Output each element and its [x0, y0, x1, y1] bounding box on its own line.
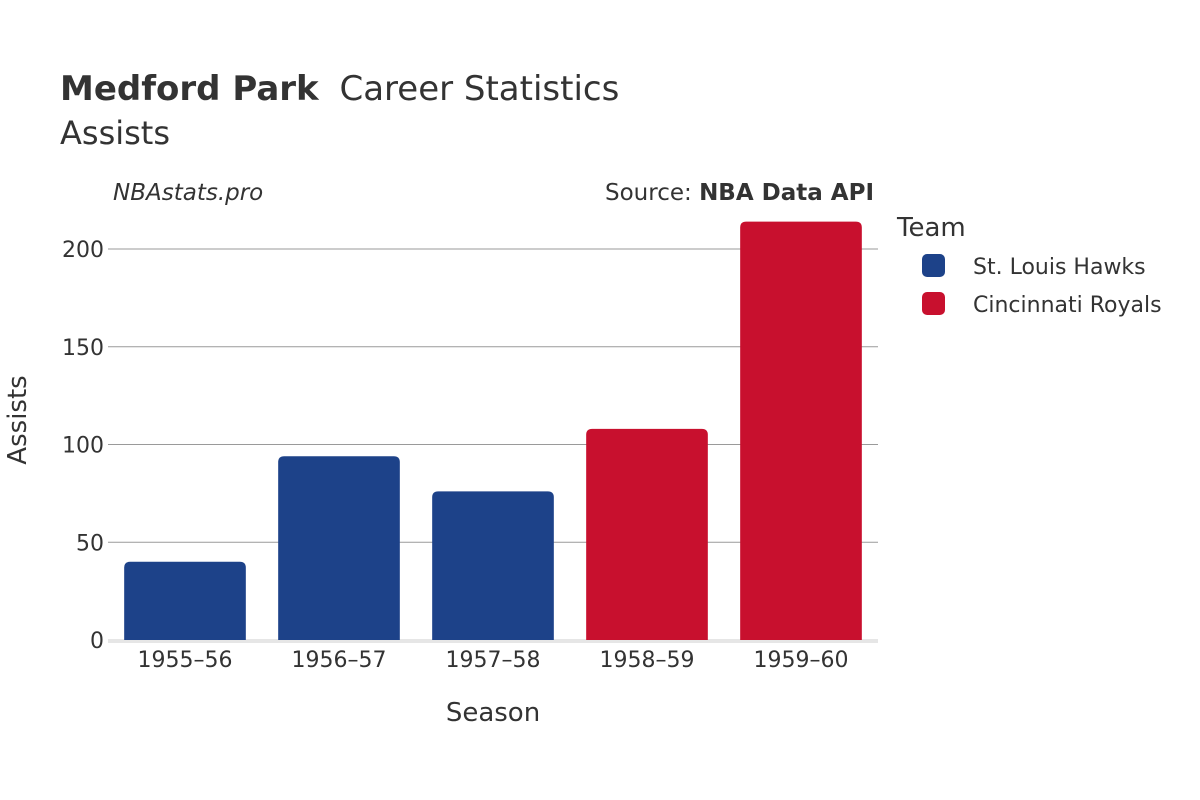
title-player: Medford Park — [60, 69, 320, 109]
y-tick-label: 150 — [62, 336, 104, 361]
x-tick-label: 1956–57 — [292, 648, 387, 673]
title-rest: Career Statistics — [339, 69, 619, 109]
bar-1957–58[interactable] — [432, 491, 554, 640]
x-tick-label: 1958–59 — [600, 648, 695, 673]
x-tick-labels: 1955–56 1956–57 1957–58 1958–59 1959–60 — [138, 648, 849, 673]
chart-title: Medford Park Career Statistics — [60, 69, 619, 109]
y-axis-title: Assists — [3, 375, 33, 464]
x-tick-label: 1957–58 — [446, 648, 541, 673]
legend-swatch[interactable] — [922, 254, 945, 277]
legend-title: Team — [896, 213, 966, 243]
credit-source: Source: NBA Data API — [605, 180, 874, 206]
credit-site: NBAstats.pro — [113, 180, 263, 206]
y-tick-label: 100 — [62, 434, 104, 459]
x-tick-label: 1955–56 — [138, 648, 233, 673]
credit-source-name: NBA Data API — [699, 180, 874, 206]
y-tick-labels: 0 50 100 150 200 — [62, 238, 104, 654]
y-tick-label: 200 — [62, 238, 104, 263]
bar-1959–60[interactable] — [740, 221, 862, 640]
x-axis-title: Season — [446, 698, 540, 728]
y-tick-label: 50 — [76, 531, 104, 556]
bar-1958–59[interactable] — [586, 428, 708, 640]
bar-1955–56[interactable] — [124, 561, 246, 640]
legend-label[interactable]: St. Louis Hawks — [973, 255, 1146, 280]
legend: Team St. Louis Hawks Cincinnati Royals — [896, 213, 1162, 318]
credit-source-prefix: Source: — [605, 180, 699, 206]
y-tick-label: 0 — [90, 629, 104, 654]
x-tick-label: 1959–60 — [754, 648, 849, 673]
bar-1956–57[interactable] — [278, 456, 400, 640]
legend-label[interactable]: Cincinnati Royals — [973, 293, 1162, 318]
bars — [124, 221, 862, 640]
chart-subtitle: Assists — [60, 114, 170, 152]
legend-swatch[interactable] — [922, 292, 945, 315]
